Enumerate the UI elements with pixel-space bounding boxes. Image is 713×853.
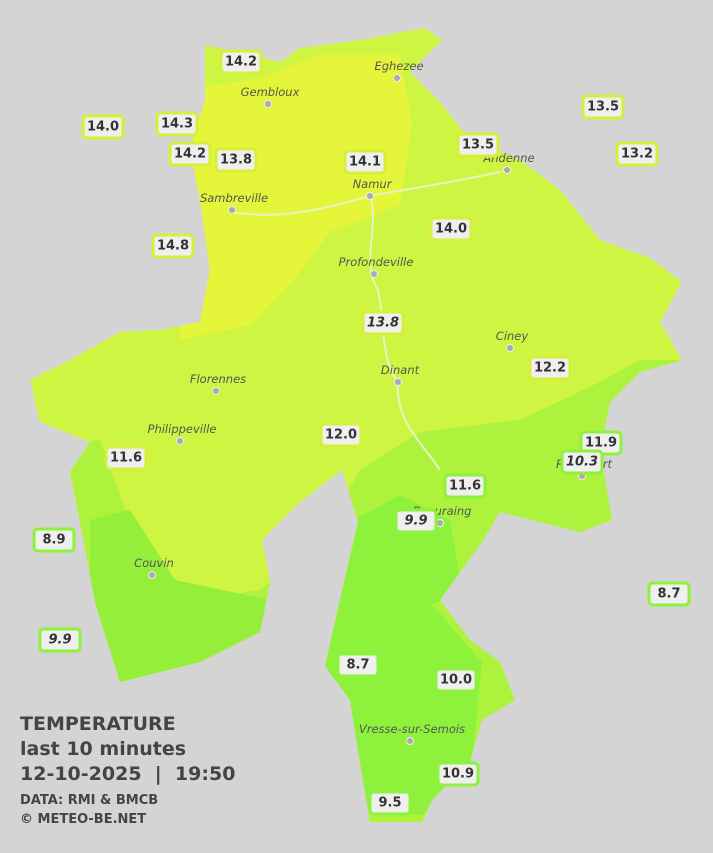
town-label: Sambreville (200, 191, 268, 205)
station-box (219, 49, 263, 75)
station-value: 11.6 (110, 451, 142, 466)
town-label: Vresse-sur-Semois (359, 722, 465, 736)
station-value: 14.0 (435, 222, 467, 237)
town-dot (148, 571, 156, 579)
station-value: 14.2 (174, 147, 206, 162)
station-value: 13.5 (462, 138, 494, 153)
station-value: 8.9 (42, 533, 65, 548)
town-dot (176, 437, 184, 445)
station-box (443, 473, 487, 499)
station-box (214, 147, 258, 173)
town-label: Profondeville (339, 255, 414, 269)
station-value: 14.2 (225, 55, 257, 70)
station-box (456, 132, 500, 158)
station-box (168, 141, 212, 167)
town-label: Eghezee (374, 59, 423, 73)
station-box (394, 508, 438, 534)
station-box (343, 149, 387, 175)
legend-source: DATA: RMI & BMCB (20, 793, 158, 808)
town-dot (506, 344, 514, 352)
town-dot (503, 166, 511, 174)
legend-copyright: © METEO-BE.NET (20, 812, 146, 827)
station-value: 14.0 (87, 120, 119, 135)
town-dot (393, 74, 401, 82)
town-dot (394, 378, 402, 386)
station-box (560, 449, 604, 475)
town-dot (406, 737, 414, 745)
station-value: 9.9 (404, 514, 427, 529)
town-label: Namur (353, 177, 393, 191)
station-box (319, 422, 363, 448)
station-value: 14.8 (157, 239, 189, 254)
station-value: 13.5 (587, 100, 619, 115)
station-box (615, 141, 659, 167)
station-value: 10.3 (566, 455, 598, 470)
town-label: Florennes (190, 372, 246, 386)
station-box (434, 667, 478, 693)
station-box (155, 111, 199, 137)
town-dot (370, 270, 378, 278)
station-value: 11.9 (585, 436, 617, 451)
station-box (336, 652, 380, 678)
station-box (361, 310, 405, 336)
town-label: Dinant (381, 363, 420, 377)
town-label: Gembloux (241, 85, 300, 99)
station-box (151, 233, 195, 259)
town-label: Philippeville (148, 422, 217, 436)
legend-title: TEMPERATURE (20, 713, 176, 735)
station-value: 9.9 (48, 633, 71, 648)
town-dot (228, 206, 236, 214)
station-value: 8.7 (657, 587, 680, 602)
town-label: Ciney (496, 329, 529, 343)
station-box (81, 114, 125, 140)
station-box (38, 627, 82, 653)
town-dot (264, 100, 272, 108)
legend-datetime: 12-10-2025 | 19:50 (20, 763, 235, 785)
station-value: 13.2 (621, 147, 653, 162)
station-value: 11.6 (449, 479, 481, 494)
town-dot (366, 192, 374, 200)
station-value: 13.8 (220, 153, 252, 168)
station-value: 14.1 (349, 155, 381, 170)
station-box (368, 790, 412, 816)
station-value: 12.0 (325, 428, 357, 443)
town-dot (436, 519, 444, 527)
station-value: 12.2 (534, 361, 566, 376)
station-value: 10.0 (440, 673, 472, 688)
legend-subtitle: last 10 minutes (20, 738, 186, 760)
station-value: 10.9 (442, 767, 474, 782)
station-value: 13.8 (367, 316, 399, 331)
town-dot (212, 387, 220, 395)
station-box (528, 355, 572, 381)
station-box (104, 445, 148, 471)
station-box (429, 216, 473, 242)
station-box (436, 761, 480, 787)
station-box (581, 94, 625, 120)
town-label: Couvin (134, 556, 174, 570)
station-box (647, 581, 691, 607)
station-value: 14.3 (161, 117, 193, 132)
station-value: 8.7 (346, 658, 369, 673)
station-value: 9.5 (378, 796, 401, 811)
station-box (32, 527, 76, 553)
